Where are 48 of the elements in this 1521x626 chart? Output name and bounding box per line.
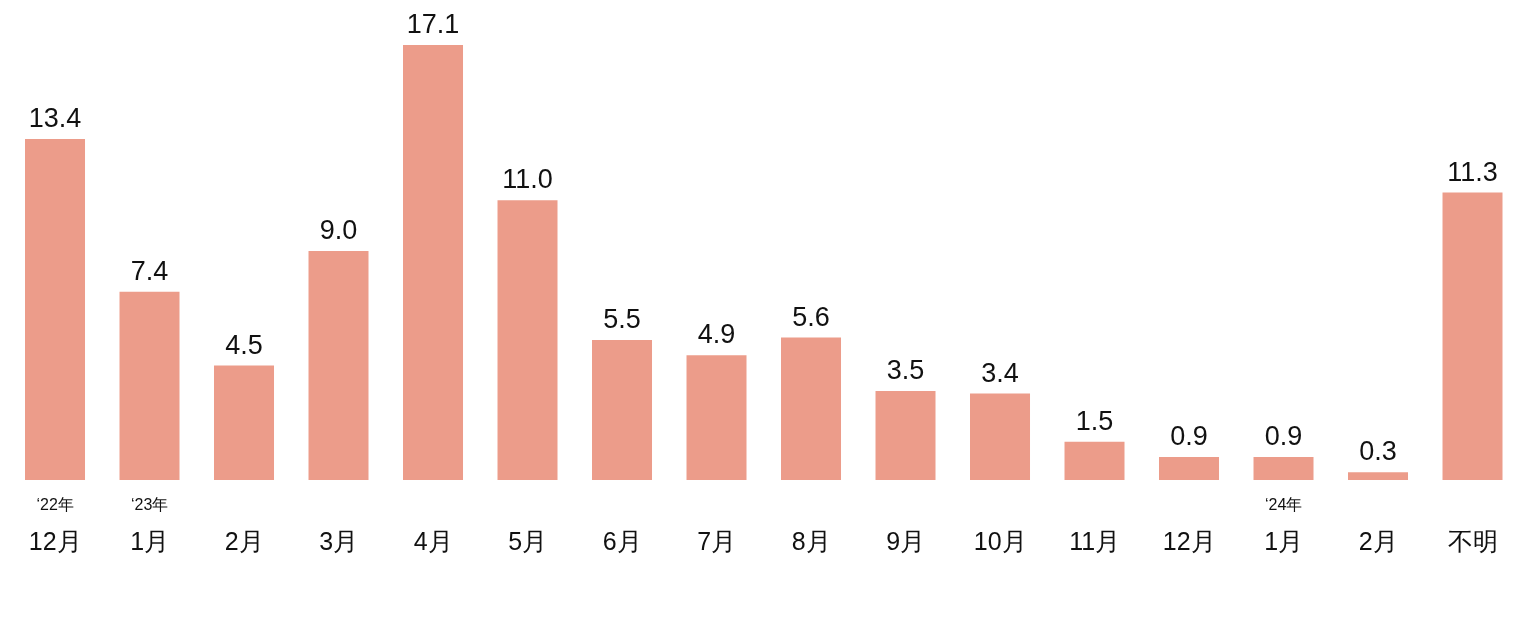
bar xyxy=(25,139,86,480)
bar xyxy=(970,393,1031,480)
x-tick-label: 8月 xyxy=(791,527,831,555)
x-tick-label: 不明 xyxy=(1447,527,1498,555)
data-label: 7.4 xyxy=(130,255,169,286)
bar xyxy=(497,200,558,480)
x-tick-label: 4月 xyxy=(413,527,453,555)
x-tick-label: 2月 xyxy=(224,527,264,555)
bar xyxy=(1253,457,1314,480)
x-tick-label: 6月 xyxy=(602,527,642,555)
bar xyxy=(592,340,653,480)
bar xyxy=(686,355,747,480)
data-label: 1.5 xyxy=(1075,405,1114,436)
data-label: 3.5 xyxy=(886,354,925,385)
data-label: 5.6 xyxy=(792,301,830,332)
x-tick-label: 7月 xyxy=(697,527,737,555)
data-label: 0.9 xyxy=(1170,421,1208,452)
data-label: 13.4 xyxy=(28,103,82,134)
data-label: 4.9 xyxy=(697,319,736,350)
x-tick-label: 9月 xyxy=(886,527,926,555)
data-label: 5.5 xyxy=(603,304,641,335)
data-label: 0.3 xyxy=(1359,436,1397,467)
bar xyxy=(308,251,369,480)
bar xyxy=(1348,472,1409,480)
x-tick-label: 11月 xyxy=(1069,527,1121,555)
bar xyxy=(781,337,842,480)
bar xyxy=(1064,441,1125,480)
x-tick-label: 3月 xyxy=(319,527,359,555)
bar xyxy=(1159,457,1220,480)
data-label: 11.0 xyxy=(502,164,553,195)
x-tick-label: 10月 xyxy=(973,527,1027,555)
data-label: 4.5 xyxy=(225,329,263,360)
x-tick-label: ‘23年 1月 xyxy=(130,496,170,555)
data-label: 9.0 xyxy=(319,215,358,246)
bar xyxy=(119,291,180,480)
bar xyxy=(1442,192,1503,480)
bar xyxy=(214,365,275,480)
x-tick-label: ‘22年 12月 xyxy=(28,496,82,555)
data-label: 0.9 xyxy=(1264,421,1303,452)
bar xyxy=(875,390,936,480)
x-tick-label: 12月 xyxy=(1162,527,1216,555)
x-tick-label: 5月 xyxy=(508,527,548,555)
x-tick-label: 2月 xyxy=(1358,527,1398,555)
data-label: 3.4 xyxy=(981,357,1019,388)
bar xyxy=(403,45,464,480)
data-label: 11.3 xyxy=(1447,156,1498,187)
data-label: 17.1 xyxy=(406,9,460,39)
x-tick-label: ‘24年 1月 xyxy=(1264,496,1304,555)
